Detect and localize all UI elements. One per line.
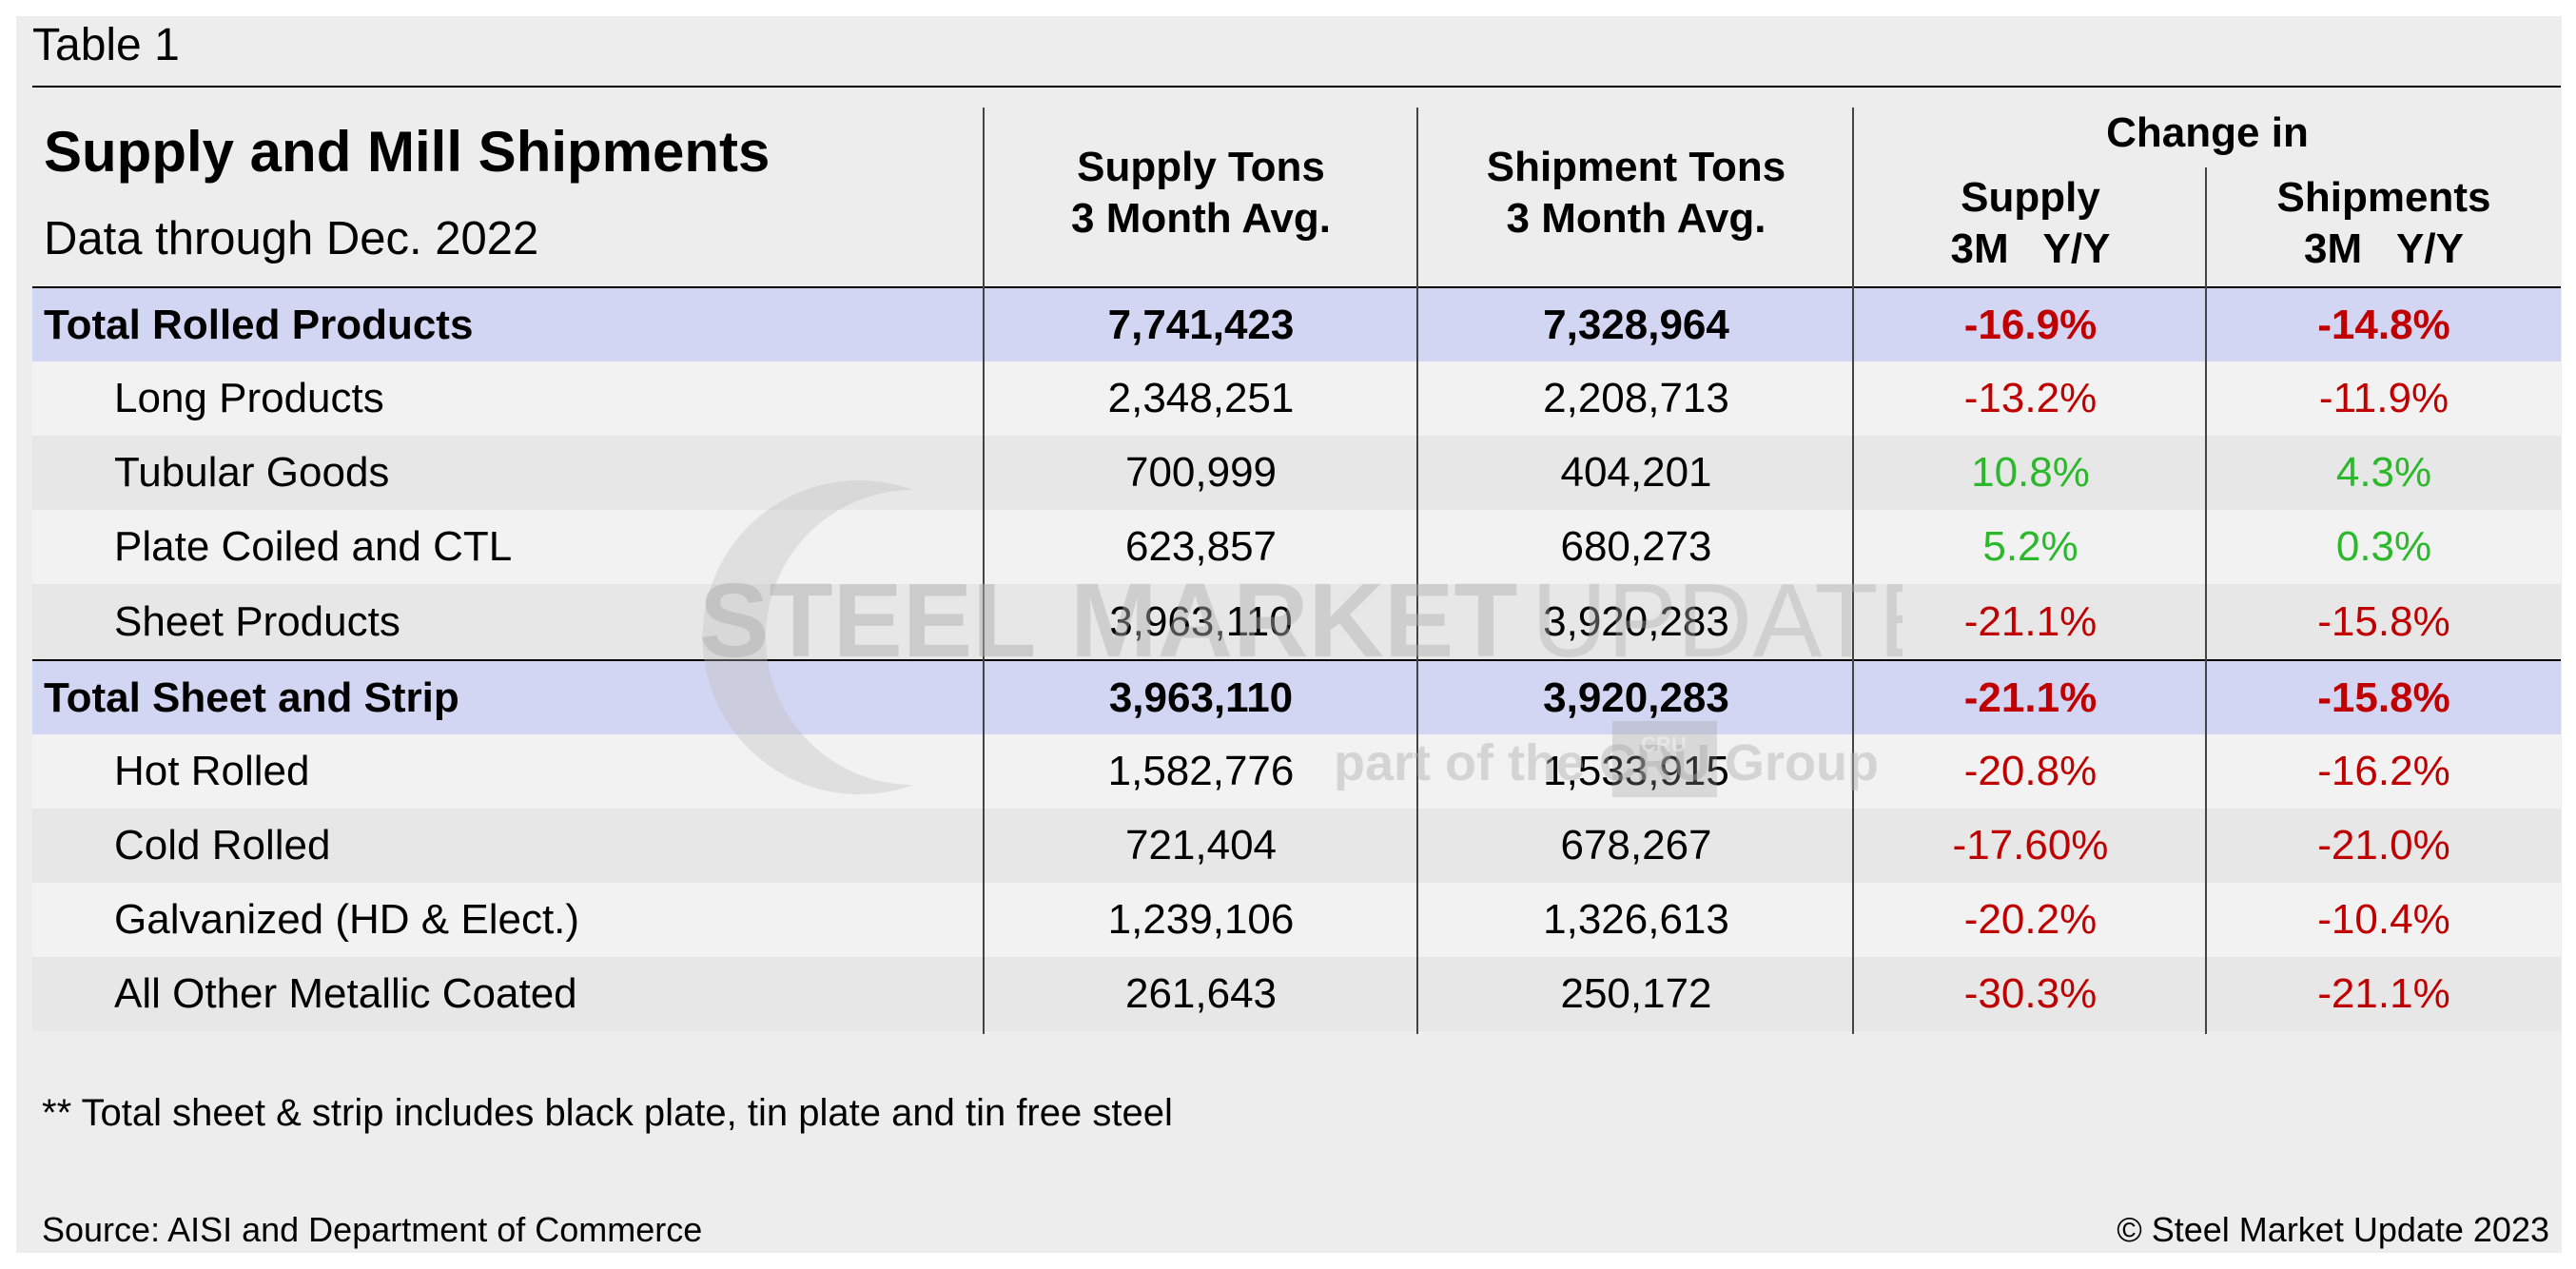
supply-tons-header-line2: 3 Month Avg. bbox=[1071, 195, 1331, 242]
supply-tons-cell: 7,741,423 bbox=[1107, 301, 1295, 348]
table-row: Long Products 2,348,251 2,208,713 -13.2% -11… bbox=[32, 361, 2561, 436]
supply-change-cell: -30.3% bbox=[1963, 970, 2098, 1017]
supply-tons-cell: 2,348,251 bbox=[1107, 375, 1295, 421]
copyright-note: © Steel Market Update 2023 bbox=[2117, 1210, 2549, 1249]
supply-change-cell: -20.2% bbox=[1963, 896, 2098, 943]
change-in-header: Change in bbox=[2106, 109, 2309, 156]
table-row: All Other Metallic Coated 261,643 250,172 -… bbox=[32, 957, 2561, 1031]
shipment-tons-cell: 2,208,713 bbox=[1543, 375, 1729, 421]
shipment-change-cell: -15.8% bbox=[2317, 674, 2450, 721]
shipment-tons-cell: 1,533,915 bbox=[1543, 748, 1729, 794]
supply-tons-cell: 700,999 bbox=[1124, 449, 1278, 496]
supply-change-header: Supply 3M Y/Y bbox=[1854, 172, 2207, 275]
supply-tons-header: Supply Tons 3 Month Avg. bbox=[984, 142, 1418, 244]
row-label: Galvanized (HD & Elect.) bbox=[114, 896, 580, 943]
table-row: Cold Rolled 721,404 678,267 -17.60% -21.0% bbox=[32, 809, 2561, 883]
shipment-change-cell: -11.9% bbox=[2318, 375, 2449, 421]
supply-change-cell: -17.60% bbox=[1952, 822, 2109, 869]
supply-change-cell: -21.1% bbox=[1963, 597, 2098, 645]
shipment-tons-cell: 3,920,283 bbox=[1543, 674, 1729, 721]
supply-shipments-table: Supply and Mill Shipments Data through D… bbox=[32, 107, 2561, 1034]
table-subtitle: Data through Dec. 2022 bbox=[44, 213, 539, 264]
supply-tons-cell: 623,857 bbox=[1124, 523, 1278, 570]
supply-change-cell: -16.9% bbox=[1963, 301, 2098, 348]
table-row: Sheet Products 3,963,110 3,920,283 -21.1% -1… bbox=[32, 584, 2561, 659]
table-caption: Table 1 bbox=[32, 20, 180, 70]
shipment-tons-cell: 7,328,964 bbox=[1543, 301, 1729, 348]
footnote: ** Total sheet & strip includes black pl… bbox=[42, 1092, 1173, 1134]
shipment-tons-cell: 680,273 bbox=[1560, 523, 1712, 570]
supply-change-cell: 5.2% bbox=[1982, 523, 2078, 570]
table-title: Supply and Mill Shipments bbox=[44, 120, 771, 184]
supply-tons-cell: 1,582,776 bbox=[1107, 748, 1295, 794]
caption-divider bbox=[32, 86, 2561, 88]
supply-tons-cell: 721,404 bbox=[1124, 822, 1278, 869]
shipment-tons-cell: 1,326,613 bbox=[1543, 896, 1729, 943]
shipment-tons-cell: 678,267 bbox=[1560, 822, 1712, 869]
table-header: Supply and Mill Shipments Data through D… bbox=[32, 107, 2561, 288]
row-label: Plate Coiled and CTL bbox=[114, 523, 513, 570]
shipment-tons-header-line2: 3 Month Avg. bbox=[1506, 195, 1766, 242]
table-total-row: Total Sheet and Strip 3,963,110 3,920,283 -… bbox=[32, 661, 2561, 734]
row-label: Long Products bbox=[114, 375, 384, 421]
supply-tons-cell: 261,643 bbox=[1124, 970, 1278, 1017]
shipment-change-cell: -21.1% bbox=[2317, 970, 2450, 1017]
column-divider-4 bbox=[2205, 167, 2207, 1034]
supply-change-header-line2: 3M Y/Y bbox=[1950, 225, 2111, 272]
shipment-change-cell: 0.3% bbox=[2335, 523, 2432, 570]
table-row: Galvanized (HD & Elect.) 1,239,106 1,326,6… bbox=[32, 883, 2561, 957]
shipment-tons-cell: 3,920,283 bbox=[1543, 597, 1729, 645]
row-label: Total Rolled Products bbox=[44, 301, 474, 348]
supply-change-cell: -20.8% bbox=[1963, 748, 2098, 794]
shipment-tons-cell: 250,172 bbox=[1560, 970, 1712, 1017]
table-row: Plate Coiled and CTL 623,857 680,273 5.2% 0.… bbox=[32, 510, 2561, 584]
source-note: Source: AISI and Department of Commerce bbox=[42, 1210, 703, 1249]
column-divider-2 bbox=[1416, 107, 1418, 1034]
shipment-tons-header-line1: Shipment Tons bbox=[1486, 144, 1786, 190]
shipment-change-cell: -16.2% bbox=[2317, 748, 2450, 794]
shipment-change-cell: 4.3% bbox=[2335, 449, 2432, 496]
supply-change-cell: 10.8% bbox=[1971, 449, 2090, 496]
shipment-change-header-line1: Shipments bbox=[2276, 174, 2491, 221]
header-divider bbox=[32, 286, 2561, 288]
row-label: Hot Rolled bbox=[114, 748, 310, 794]
shipment-change-cell: -21.0% bbox=[2317, 822, 2450, 869]
row-label: Cold Rolled bbox=[114, 822, 331, 869]
supply-tons-cell: 3,963,110 bbox=[1109, 597, 1293, 645]
column-divider-1 bbox=[983, 107, 985, 1034]
supply-change-header-line1: Supply bbox=[1961, 174, 2100, 221]
table-row: Tubular Goods 700,999 404,201 10.8% 4.3% bbox=[32, 436, 2561, 510]
column-divider-3 bbox=[1852, 107, 1854, 1034]
shipment-change-header-line2: 3M Y/Y bbox=[2304, 225, 2464, 272]
shipment-change-cell: -14.8% bbox=[2317, 301, 2450, 348]
shipment-change-cell: -10.4% bbox=[2317, 896, 2450, 943]
table-row: Hot Rolled 1,582,776 1,533,915 -20.8% -16.2% bbox=[32, 734, 2561, 809]
table-total-row: Total Rolled Products 7,741,423 7,328,964 -… bbox=[32, 288, 2561, 361]
supply-change-cell: -13.2% bbox=[1963, 375, 2098, 421]
supply-change-cell: -21.1% bbox=[1963, 674, 2098, 721]
shipment-change-header: Shipments 3M Y/Y bbox=[2207, 172, 2561, 275]
shipment-tons-header: Shipment Tons 3 Month Avg. bbox=[1418, 142, 1854, 244]
row-label: Total Sheet and Strip bbox=[44, 674, 459, 721]
row-label: All Other Metallic Coated bbox=[114, 970, 577, 1017]
supply-tons-cell: 3,963,110 bbox=[1108, 674, 1294, 721]
shipment-change-cell: -15.8% bbox=[2317, 597, 2450, 645]
row-label: Tubular Goods bbox=[114, 449, 390, 496]
supply-tons-header-line1: Supply Tons bbox=[1077, 144, 1325, 190]
shipment-tons-cell: 404,201 bbox=[1560, 449, 1712, 496]
section-divider bbox=[32, 659, 2561, 661]
row-label: Sheet Products bbox=[114, 597, 400, 645]
supply-tons-cell: 1,239,106 bbox=[1107, 896, 1295, 943]
